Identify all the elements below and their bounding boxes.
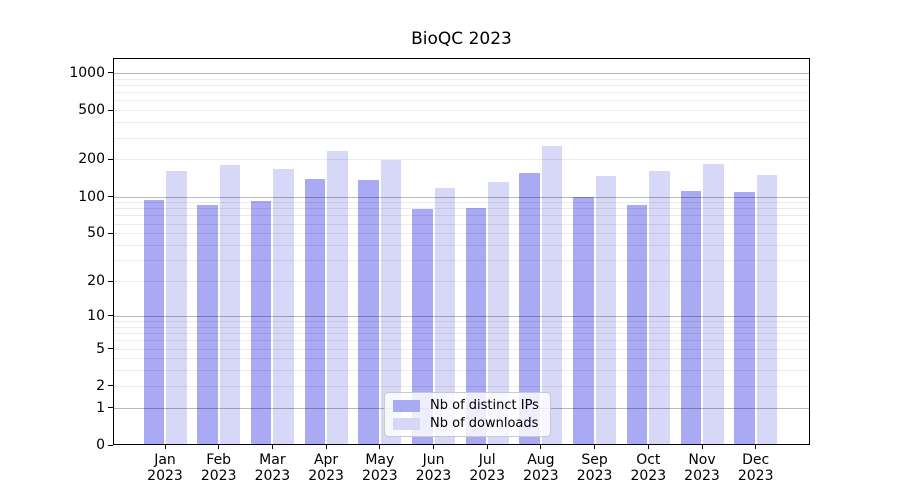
x-tick-mar-2023 xyxy=(271,445,273,449)
y-tick-1000 xyxy=(108,72,113,74)
minor-gridline-y-900 xyxy=(113,78,810,80)
bar-nb-of-downloads-jul-2023 xyxy=(488,181,509,445)
y-tick-200 xyxy=(108,158,113,160)
minor-gridline-y-300 xyxy=(113,137,810,139)
y-tick-100 xyxy=(108,196,113,197)
bar-nb-of-downloads-feb-2023 xyxy=(219,164,241,445)
x-tick-nov-2023 xyxy=(701,445,703,449)
y-tick-0 xyxy=(108,444,113,446)
bar-nb-of-distinct-ips-oct-2023 xyxy=(626,205,648,445)
legend-swatch-distinct-ips xyxy=(393,399,420,412)
chart-title: BioQC 2023 xyxy=(411,29,512,49)
x-tick-jan-2023 xyxy=(164,445,166,449)
bar-nb-of-distinct-ips-aug-2023 xyxy=(519,172,540,445)
y-tick-2 xyxy=(108,385,113,387)
bar-nb-of-downloads-nov-2023 xyxy=(703,163,724,445)
x-tick-label-oct-2023: Oct 2023 xyxy=(630,452,667,484)
y-tick-20 xyxy=(108,280,113,282)
minor-gridline-y-600 xyxy=(113,100,810,102)
minor-gridline-y-500 xyxy=(113,110,810,112)
x-tick-aug-2023 xyxy=(540,445,542,449)
y-tick-label-5: 5 xyxy=(96,340,105,357)
y-tick-1 xyxy=(108,407,113,409)
bar-nb-of-downloads-jun-2023 xyxy=(434,187,455,445)
x-tick-label-apr-2023: Apr 2023 xyxy=(308,452,344,484)
y-tick-5 xyxy=(108,348,113,349)
bar-nb-of-distinct-ips-nov-2023 xyxy=(680,191,701,445)
bar-nb-of-downloads-mar-2023 xyxy=(273,168,294,445)
y-tick-label-1000: 1000 xyxy=(69,64,105,81)
minor-gridline-y-200 xyxy=(113,159,810,161)
y-tick-label-50: 50 xyxy=(87,225,105,242)
legend-item-distinct-ips: Nb of distinct IPs xyxy=(393,399,539,412)
y-tick-label-2: 2 xyxy=(96,377,105,394)
y-tick-label-500: 500 xyxy=(78,102,105,119)
y-tick-label-1: 1 xyxy=(96,399,105,416)
x-tick-label-feb-2023: Feb 2023 xyxy=(200,452,237,484)
x-tick-dec-2023 xyxy=(755,445,757,449)
legend: Nb of distinct IPs Nb of downloads xyxy=(384,392,551,437)
bar-nb-of-downloads-jan-2023 xyxy=(166,171,187,445)
major-gridline-y-1000 xyxy=(113,72,810,74)
x-tick-jun-2023 xyxy=(433,445,434,449)
x-tick-feb-2023 xyxy=(218,445,220,449)
x-tick-sep-2023 xyxy=(594,445,596,449)
legend-item-downloads: Nb of downloads xyxy=(393,417,539,430)
bar-nb-of-distinct-ips-apr-2023 xyxy=(304,178,326,445)
y-tick-50 xyxy=(108,232,113,234)
bar-nb-of-downloads-sep-2023 xyxy=(595,175,617,445)
x-tick-oct-2023 xyxy=(647,445,649,449)
x-tick-label-jul-2023: Jul 2023 xyxy=(469,452,505,484)
x-tick-jul-2023 xyxy=(486,445,488,449)
x-tick-label-nov-2023: Nov 2023 xyxy=(684,452,720,484)
bar-nb-of-distinct-ips-jun-2023 xyxy=(412,209,433,445)
plot-area xyxy=(113,58,810,445)
y-tick-label-10: 10 xyxy=(87,307,105,324)
x-tick-label-jun-2023: Jun 2023 xyxy=(415,452,452,484)
bar-nb-of-downloads-aug-2023 xyxy=(541,146,563,445)
minor-gridline-y-700 xyxy=(113,92,810,94)
bar-nb-of-distinct-ips-feb-2023 xyxy=(197,205,218,445)
x-tick-label-jan-2023: Jan 2023 xyxy=(147,452,183,484)
bar-nb-of-downloads-may-2023 xyxy=(380,160,402,445)
x-tick-label-may-2023: May 2023 xyxy=(361,452,398,484)
minor-gridline-y-400 xyxy=(113,122,810,124)
bar-nb-of-distinct-ips-jul-2023 xyxy=(465,207,487,445)
bar-nb-of-distinct-ips-sep-2023 xyxy=(573,196,594,445)
bar-nb-of-distinct-ips-jan-2023 xyxy=(143,200,164,445)
bar-nb-of-downloads-dec-2023 xyxy=(756,175,778,445)
x-tick-label-sep-2023: Sep 2023 xyxy=(576,452,613,484)
x-tick-may-2023 xyxy=(379,445,381,449)
y-tick-label-0: 0 xyxy=(96,437,105,453)
legend-swatch-downloads xyxy=(393,417,420,430)
y-tick-500 xyxy=(108,109,113,111)
bar-nb-of-downloads-oct-2023 xyxy=(649,171,670,445)
x-tick-apr-2023 xyxy=(325,445,327,449)
bar-nb-of-distinct-ips-mar-2023 xyxy=(250,200,272,445)
y-tick-label-200: 200 xyxy=(78,151,105,168)
legend-label-distinct-ips: Nb of distinct IPs xyxy=(430,398,539,413)
minor-gridline-y-800 xyxy=(113,84,810,86)
bar-nb-of-distinct-ips-dec-2023 xyxy=(734,191,755,445)
x-tick-label-dec-2023: Dec 2023 xyxy=(737,452,774,484)
legend-label-downloads: Nb of downloads xyxy=(430,416,539,431)
x-tick-label-aug-2023: Aug 2023 xyxy=(523,452,559,484)
bar-nb-of-downloads-apr-2023 xyxy=(327,151,348,445)
y-tick-label-100: 100 xyxy=(78,188,105,205)
x-tick-label-mar-2023: Mar 2023 xyxy=(254,452,291,484)
y-tick-10 xyxy=(108,315,113,317)
bar-nb-of-distinct-ips-may-2023 xyxy=(358,180,379,445)
y-tick-label-20: 20 xyxy=(87,273,105,289)
